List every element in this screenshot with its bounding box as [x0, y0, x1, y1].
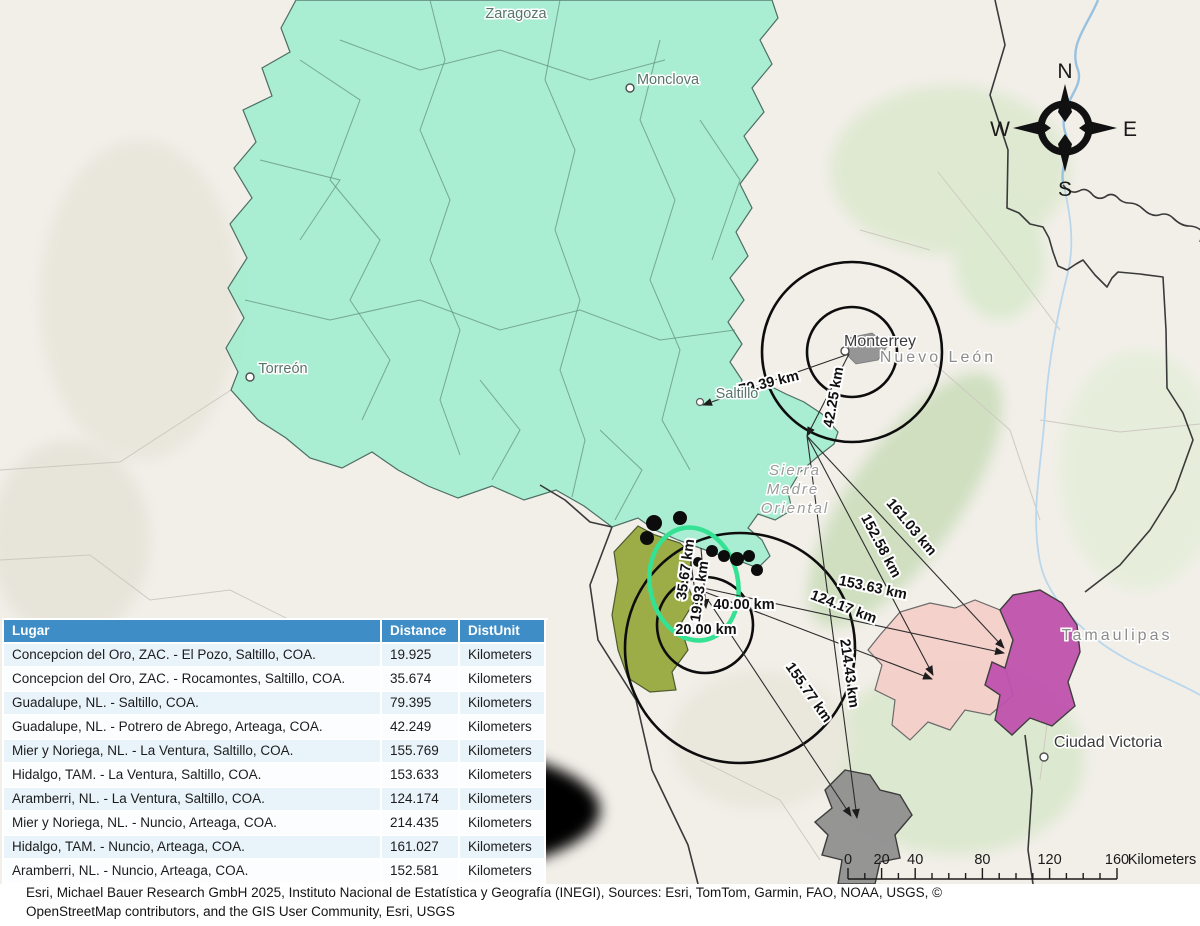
compass-s-label: S	[1058, 178, 1072, 201]
cell-distance: 153.633	[382, 764, 460, 788]
place-labels: Zaragoza Monclova Torreón Saltillo Monte…	[257, 5, 1173, 753]
highlight-ellipse	[647, 525, 741, 643]
scale-tick-label: 40	[907, 852, 923, 868]
monterrey-marker	[840, 346, 850, 356]
cell-distunit: Kilometers	[460, 692, 546, 716]
cell-distunit: Kilometers	[460, 740, 546, 764]
distance-label: 40.00 km	[713, 597, 774, 613]
cell-lugar: Aramberri, NL. - Nuncio, Arteaga, COA.	[4, 860, 382, 884]
distance-label: 20.00 km	[675, 622, 736, 638]
cell-lugar: Guadalupe, NL. - Potrero de Abrego, Arte…	[4, 716, 382, 740]
cell-distunit: Kilometers	[460, 836, 546, 860]
sierra-label-2: Madre	[767, 481, 820, 498]
cell-distunit: Kilometers	[460, 764, 546, 788]
place-markers	[245, 83, 1049, 762]
table-row[interactable]: Concepcion del Oro, ZAC. - Rocamontes, S…	[4, 668, 548, 692]
cell-distance: 35.674	[382, 668, 460, 692]
cell-lugar: Aramberri, NL. - La Ventura, Saltillo, C…	[4, 788, 382, 812]
cell-distunit: Kilometers	[460, 644, 546, 668]
cell-distance: 161.027	[382, 836, 460, 860]
city-label-monterrey: Monterrey	[844, 333, 916, 350]
table-row[interactable]: Concepcion del Oro, ZAC. - El Pozo, Salt…	[4, 644, 548, 668]
cell-distunit: Kilometers	[460, 788, 546, 812]
feature-pink-aramberri[interactable]	[867, 599, 1014, 741]
cell-distance: 42.249	[382, 716, 460, 740]
scale-bar	[847, 868, 1118, 880]
ring-saltillo-inner	[655, 575, 755, 675]
municipal-lines	[244, 0, 741, 521]
compass-rose: N S W E	[990, 60, 1137, 201]
compass-e-label: E	[1123, 118, 1137, 141]
cell-lugar: Concepcion del Oro, ZAC. - Rocamontes, S…	[4, 668, 382, 692]
cell-distunit: Kilometers	[460, 716, 546, 740]
selected-region-coahuila[interactable]	[225, 0, 839, 569]
cell-lugar: Hidalgo, TAM. - La Ventura, Saltillo, CO…	[4, 764, 382, 788]
table-row[interactable]: Mier y Noriega, NL. - Nuncio, Arteaga, C…	[4, 812, 548, 836]
scale-tick-label: 120	[1037, 852, 1061, 868]
ring-monterrey-outer	[760, 260, 944, 444]
cell-lugar: Guadalupe, NL. - Saltillo, COA.	[4, 692, 382, 716]
cell-lugar: Mier y Noriega, NL. - Nuncio, Arteaga, C…	[4, 812, 382, 836]
table-row[interactable]: Aramberri, NL. - La Ventura, Saltillo, C…	[4, 788, 548, 812]
scale-tick-label: 80	[974, 852, 990, 868]
cell-distunit: Kilometers	[460, 812, 546, 836]
point-cluster[interactable]	[640, 511, 763, 576]
cell-lugar: Hidalgo, TAM. - Nuncio, Arteaga, COA.	[4, 836, 382, 860]
col-header-lugar[interactable]: Lugar	[4, 620, 382, 644]
table-row[interactable]: Aramberri, NL. - Nuncio, Arteaga, COA. 1…	[4, 860, 548, 884]
scale-unit-label: Kilometers	[1128, 852, 1197, 868]
city-label-zaragoza: Zaragoza	[485, 6, 547, 22]
col-header-distance[interactable]: Distance	[382, 620, 460, 644]
measurement-lines	[687, 353, 1005, 819]
cell-distance: 155.769	[382, 740, 460, 764]
city-label-monclova: Monclova	[637, 72, 700, 88]
ring-saltillo-outer	[623, 531, 857, 765]
state-label-tamaulipas: Tamaulipas	[1062, 627, 1173, 644]
torreon-marker	[245, 372, 255, 382]
cell-distance: 19.925	[382, 644, 460, 668]
cell-distance: 152.581	[382, 860, 460, 884]
buffer-rings	[623, 260, 944, 765]
cell-distance: 124.174	[382, 788, 460, 812]
ring-monterrey-inner	[805, 305, 899, 399]
sierra-label-3: Oriental	[761, 500, 830, 517]
map-canvas[interactable]: 79.39 km 42.25 km 161.03 km 152.58 km 15…	[0, 0, 1200, 884]
terrain-hillshade	[0, 85, 1200, 880]
table-row[interactable]: Hidalgo, TAM. - La Ventura, Saltillo, CO…	[4, 764, 548, 788]
attribution-line-2: OpenStreetMap contributors, and the GIS …	[26, 904, 455, 919]
cell-distance: 79.395	[382, 692, 460, 716]
feature-olive-saltillo[interactable]	[611, 525, 695, 693]
ciudad-victoria-marker	[1039, 752, 1049, 762]
cell-distance: 214.435	[382, 812, 460, 836]
table-row[interactable]: Mier y Noriega, NL. - La Ventura, Saltil…	[4, 740, 548, 764]
attribute-table-header: Lugar Distance DistUnit	[4, 620, 548, 644]
cell-distunit: Kilometers	[460, 668, 546, 692]
col-header-distunit[interactable]: DistUnit	[460, 620, 546, 644]
cell-lugar: Mier y Noriega, NL. - La Ventura, Saltil…	[4, 740, 382, 764]
city-label-ciudad-victoria: Ciudad Victoria	[1054, 734, 1162, 751]
table-row[interactable]: Hidalgo, TAM. - Nuncio, Arteaga, COA. 16…	[4, 836, 548, 860]
table-row[interactable]: Guadalupe, NL. - Potrero de Abrego, Arte…	[4, 716, 548, 740]
scale-tick-label: 0	[844, 852, 852, 868]
state-label-nuevo-leon: Nuevo León	[880, 349, 996, 366]
attribute-table: Lugar Distance DistUnit Concepcion del O…	[2, 618, 548, 884]
feature-magenta-hidalgo[interactable]	[984, 589, 1081, 736]
scale-tick-label: 20	[874, 852, 890, 868]
river-south	[1035, 181, 1200, 696]
saltillo-marker	[695, 397, 705, 407]
table-row[interactable]: Guadalupe, NL. - Saltillo, COA. 79.395 K…	[4, 692, 548, 716]
city-label-torreon: Torreón	[258, 361, 307, 377]
compass-w-label: W	[990, 118, 1010, 141]
map-attribution: Esri, Michael Bauer Research GmbH 2025, …	[26, 883, 1126, 921]
city-label-saltillo: Saltillo	[716, 386, 759, 402]
cell-lugar: Concepcion del Oro, ZAC. - El Pozo, Salt…	[4, 644, 382, 668]
cell-distunit: Kilometers	[460, 860, 546, 884]
scale-bar-labels: 0 20 40 80 120 160 Kilometers	[844, 852, 1196, 868]
sierra-label-1: Sierra	[769, 462, 821, 479]
monclova-marker	[625, 83, 635, 93]
compass-n-label: N	[1057, 60, 1072, 83]
attribution-line-1: Esri, Michael Bauer Research GmbH 2025, …	[26, 885, 943, 900]
scale-tick-label: 160	[1105, 852, 1129, 868]
